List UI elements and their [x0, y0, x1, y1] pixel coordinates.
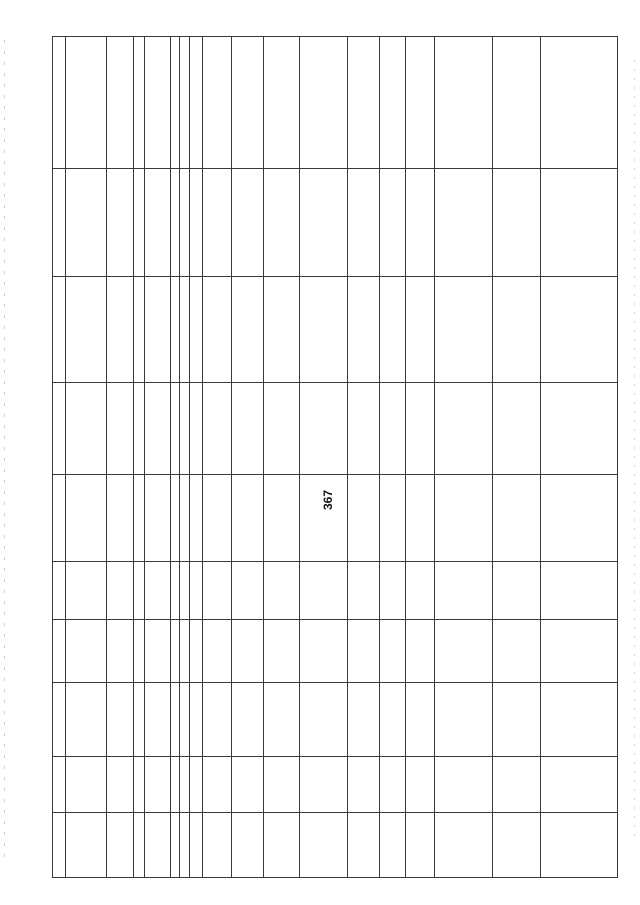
row-number: 5862: [180, 813, 189, 878]
works-table: 5856ул. А. А. Дунаева-Горяинова, д. 7 под…: [52, 36, 618, 878]
work-cell: Крыша, Внутренняя канализация: [190, 37, 202, 168]
row-number: 5871: [435, 813, 492, 878]
work-cell: крыша, фасад: [66, 37, 106, 168]
table-grid-line: [263, 36, 264, 878]
table-grid-line: [106, 36, 107, 878]
table-grid-line: [434, 36, 435, 878]
row-address: ул. Восточная, д. 28: [232, 757, 263, 812]
table-grid-line: [52, 619, 618, 620]
table-grid-line: [170, 36, 171, 878]
table-grid-line: [52, 168, 618, 169]
table-grid-line: [52, 36, 53, 878]
work-cell: подвальные помещения: [406, 169, 434, 276]
table-grid-line: [405, 36, 406, 878]
work-cell: Крыша, Электроснабжение: [145, 37, 170, 168]
row-address: ул. Бережанская, д. 86: [380, 757, 405, 812]
work-cell: внутренняя канализация, электроснабжение: [264, 277, 299, 382]
row-number: 5859: [134, 813, 144, 878]
table-grid-line: [52, 36, 618, 37]
row-number: 5867: [300, 813, 347, 878]
row-number: 5856: [53, 813, 65, 878]
work-cell: электроснабжение, внутренняя канализация…: [300, 37, 347, 168]
table-grid-line: [52, 276, 618, 277]
table-grid-line: [202, 36, 203, 878]
work-cell: отопление, водоснабжение: [435, 37, 492, 168]
table-grid-line: [347, 36, 348, 878]
row-number: 5872: [493, 813, 540, 878]
row-address: ул. Бережанская, д. 16: [171, 757, 179, 812]
row-number: 5870: [406, 813, 434, 878]
table-grid-line: [52, 756, 618, 757]
table-grid-line: [189, 36, 190, 878]
work-cell: отопление, крыша, водоснабжение: [406, 37, 434, 168]
row-number: 5864: [203, 813, 231, 878]
row-number: 5861: [171, 813, 179, 878]
work-cell: Водоснабжение, Отопление, Внутренняя кан…: [493, 37, 540, 168]
table-grid-line: [52, 877, 618, 878]
row-address: ул. Бережанская, д. 24: [190, 757, 202, 812]
row-number: 5868: [348, 813, 379, 878]
row-address: ул. Бережанская, д. 23: [180, 757, 189, 812]
table-grid-line: [52, 812, 618, 813]
work-cell: отопление, водоснабжение: [264, 37, 299, 168]
row-address: ул. Бережанская, д. 51: [300, 757, 347, 812]
work-cell: отопление, водоснабжение: [232, 383, 263, 474]
row-address: ул. А. А. Дунаева-Горяинова, д. 9: [107, 757, 133, 812]
work-cell: электроснабжение, водоснабжение, внутрен…: [203, 37, 231, 168]
work-cell: Отопление, Крыша: [134, 37, 144, 168]
table-grid-line: [52, 682, 618, 683]
table-grid-line: [52, 382, 618, 383]
table-grid-line: [179, 36, 180, 878]
row-address: ул. Гагарина, д. 103: [493, 757, 540, 812]
work-cell: Внутренняя канализация, Электроснабжение…: [348, 37, 379, 168]
work-cell: отопление, водоснабжение: [435, 169, 492, 382]
row-number: 5866: [264, 813, 299, 878]
work-cell: Отопление, Крыша: [380, 37, 405, 168]
row-address: ул. Бережанская, д. 25: [203, 757, 231, 812]
table-grid-line: [617, 36, 618, 878]
row-address: ул. А. А. Дунаева-Горяинова, д. 7: [53, 757, 65, 812]
row-address: ул. Бережанская, д. 8А: [348, 757, 379, 812]
work-cell: Внутренняя канализация, Водоснабжение, К…: [180, 37, 189, 168]
row-address: ул. А. А. Дунаева-Горяинова, д. 8: [66, 757, 106, 812]
work-cell: крыша, электроснабжение, внутренняя кана…: [107, 169, 133, 382]
table-grid-line: [52, 474, 618, 475]
table-grid-line: [144, 36, 145, 878]
table-grid-line: [379, 36, 380, 878]
row-address: ул. Водопроводная, д. 35: [435, 757, 492, 812]
table-grid-line: [299, 36, 300, 878]
row-address: ул. Бережанская, д. 12: [145, 757, 170, 812]
row-number: 5860: [145, 813, 170, 878]
row-address: ул. Бориса Щербины, д. 7: [406, 757, 434, 812]
table-grid-line: [231, 36, 232, 878]
work-cell: электроснабжение: [53, 277, 65, 382]
row-number: 5857: [66, 813, 106, 878]
work-cell: отопление, водоснабжение: [171, 383, 179, 474]
row-number: 5869: [380, 813, 405, 878]
row-address: ул. Бережанская, д. 33: [264, 757, 299, 812]
work-cell: отопление, водоснабжение, электроснабжен…: [232, 37, 263, 168]
table-grid-line: [492, 36, 493, 878]
scan-edge-mark: [634, 60, 635, 840]
work-cell: водоснабжение, отопление: [66, 169, 106, 276]
table-grid-line: [540, 36, 541, 878]
row-number: 5865: [232, 813, 263, 878]
work-cell: подвальные помещения, водоотведение, ото…: [53, 37, 65, 168]
row-number: 5863: [190, 813, 202, 878]
row-number: 5858: [107, 813, 133, 878]
table-grid-line: [65, 36, 66, 878]
table-grid-line: [52, 561, 618, 562]
scan-edge-mark: [4, 40, 5, 860]
row-address: ул. Бережанская, д. 10А: [134, 757, 144, 812]
table-grid-line: [133, 36, 134, 878]
